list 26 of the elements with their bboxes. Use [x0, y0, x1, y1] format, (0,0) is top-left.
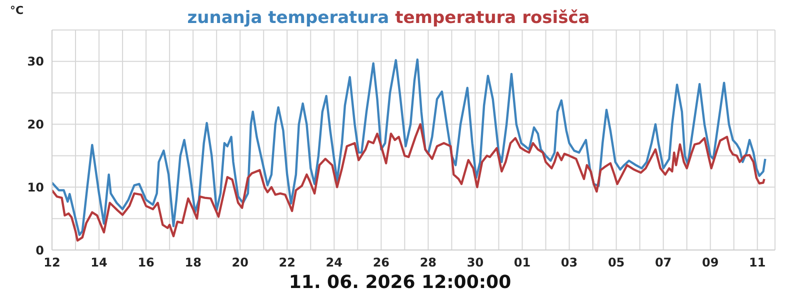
- y-axis-title: °C: [10, 4, 24, 17]
- x-tick-label: 22: [278, 256, 296, 270]
- x-tick-label: 14: [90, 256, 108, 270]
- x-tick-label: 16: [138, 256, 154, 270]
- series-label: zunanja temperatura: [187, 8, 390, 28]
- x-tick-label: 01: [514, 256, 531, 270]
- x-tick-label: 30: [466, 256, 484, 270]
- x-tick-label: 03: [560, 256, 578, 270]
- y-tick-label: 0: [36, 243, 44, 258]
- x-tick-label: 12: [44, 256, 60, 270]
- x-tick-label: 07: [654, 256, 672, 270]
- x-tick-label: 20: [232, 256, 248, 270]
- line-series: [52, 123, 766, 242]
- y-tick-label: 10: [27, 180, 44, 194]
- x-tick-label: 26: [372, 256, 390, 270]
- y-tick-label: 20: [27, 118, 44, 132]
- x-tick-label: 09: [702, 256, 719, 270]
- x-tick-label: 18: [184, 256, 202, 270]
- text: temperatura rosišča: [395, 8, 590, 28]
- line-series: [52, 58, 766, 236]
- x-tick-label: 24: [326, 256, 342, 270]
- y-tick-label: 30: [27, 54, 44, 69]
- x-tick-label: 28: [420, 256, 437, 270]
- x-tick-label: 11: [749, 256, 766, 270]
- x-tick-label: 05: [608, 256, 625, 270]
- text: 11. 06. 2026 12:00:00: [288, 272, 512, 293]
